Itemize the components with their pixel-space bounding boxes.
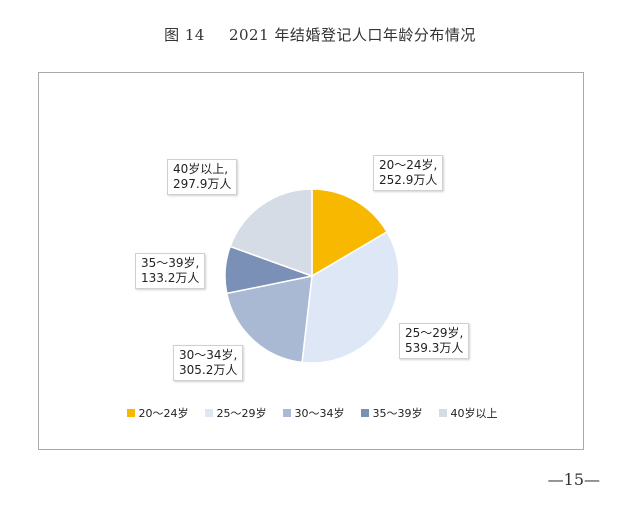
legend-item-35-39: 35～39岁 <box>360 405 423 421</box>
legend-swatch <box>126 409 135 417</box>
figure-caption: 2021 年结婚登记人口年龄分布情况 <box>228 26 476 44</box>
callout-30-34: 30～34岁, 305.2万人 <box>173 345 244 381</box>
callout-label: 25～29岁, <box>405 326 464 340</box>
callout-25-29: 25～29岁, 539.3万人 <box>399 323 470 359</box>
callout-value: 297.9万人 <box>173 177 232 191</box>
pie-slice-20-24 <box>311 188 389 278</box>
callout-label: 40岁以上, <box>173 162 229 176</box>
page-number: —15— <box>547 470 600 489</box>
chart-legend: 20～24岁 25～29岁 30～34岁 35～39岁 40岁以上 <box>39 405 585 421</box>
callout-40-plus: 40岁以上, 297.9万人 <box>167 159 238 195</box>
callout-label: 30～34岁, <box>179 348 238 362</box>
callout-value: 539.3万人 <box>405 341 464 355</box>
figure-number: 图 14 <box>164 26 205 44</box>
legend-item-25-29: 25～29岁 <box>204 405 267 421</box>
callout-label: 35～39岁, <box>141 256 200 270</box>
legend-swatch <box>438 409 447 417</box>
pie-slice-25-29 <box>301 230 400 364</box>
legend-item-20-24: 20～24岁 <box>126 405 189 421</box>
legend-label: 20～24岁 <box>138 407 189 420</box>
legend-item-30-34: 30～34岁 <box>282 405 345 421</box>
legend-item-40-plus: 40岁以上 <box>438 405 498 421</box>
legend-swatch <box>204 409 213 417</box>
callout-value: 252.9万人 <box>379 173 438 187</box>
pie-slice-30-34 <box>225 275 313 364</box>
figure-title: 图 14 2021 年结婚登记人口年龄分布情况 <box>0 24 640 45</box>
callout-value: 305.2万人 <box>179 363 238 377</box>
pie-slice-40-plus <box>229 188 313 278</box>
chart-frame: 20～24岁, 252.9万人 25～29岁, 539.3万人 30～34岁, … <box>38 72 584 450</box>
legend-label: 25～29岁 <box>216 407 267 420</box>
callout-20-24: 20～24岁, 252.9万人 <box>373 155 444 191</box>
legend-label: 35～39岁 <box>372 407 423 420</box>
callout-label: 20～24岁, <box>379 158 438 172</box>
legend-swatch <box>360 409 369 417</box>
callout-value: 133.2万人 <box>141 271 200 285</box>
legend-label: 40岁以上 <box>450 407 498 420</box>
legend-label: 30～34岁 <box>294 407 345 420</box>
pie-chart <box>224 188 400 364</box>
callout-35-39: 35～39岁, 133.2万人 <box>135 253 206 289</box>
legend-swatch <box>282 409 291 417</box>
